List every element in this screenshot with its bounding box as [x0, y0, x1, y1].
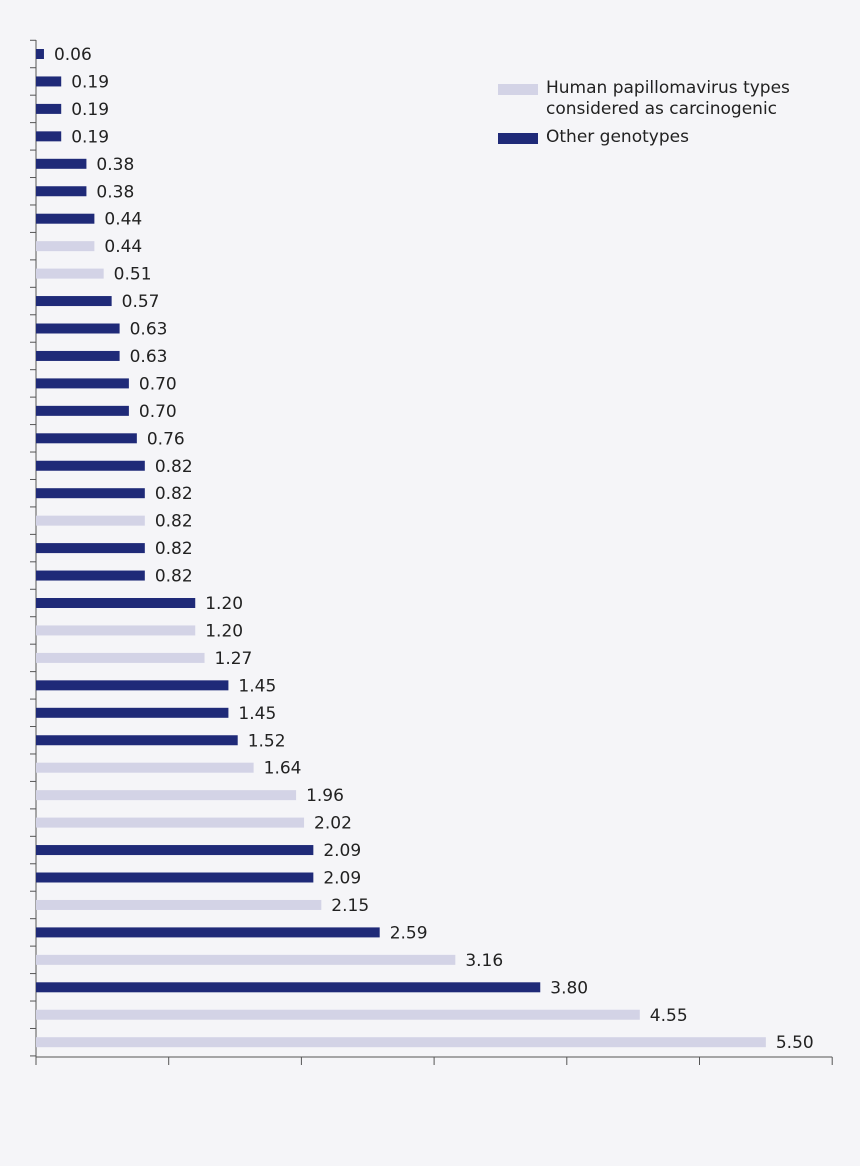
- bar-other: [36, 845, 314, 856]
- bar-value-label: 0.70: [139, 374, 177, 394]
- bar-value-label: 0.38: [96, 182, 134, 202]
- bar-value-label: 1.27: [215, 649, 253, 669]
- bar-other: [36, 927, 380, 938]
- bar-value-label: 2.09: [323, 869, 361, 889]
- legend-item-carcinogenic: Human papillomavirus types considered as…: [498, 78, 838, 120]
- bar-carcinogenic: [36, 817, 305, 828]
- bar-other: [36, 680, 229, 691]
- bar-carcinogenic: [36, 1037, 766, 1048]
- bar-value-label: 0.76: [147, 429, 185, 449]
- bar-other: [36, 350, 120, 361]
- bar-value-label: 1.45: [238, 676, 276, 696]
- bar-other: [36, 76, 62, 87]
- bar-value-label: 5.50: [776, 1033, 814, 1053]
- bar-value-label: 0.82: [155, 512, 193, 532]
- bar-other: [36, 707, 229, 718]
- bar-value-label: 0.57: [122, 292, 160, 312]
- bar-value-label: 0.63: [130, 320, 168, 340]
- bar-other: [36, 570, 145, 581]
- bar-carcinogenic: [36, 652, 205, 663]
- bar-value-label: 0.51: [114, 265, 152, 285]
- bar-carcinogenic: [36, 954, 456, 965]
- bar-value-label: 0.82: [155, 567, 193, 587]
- bar-value-label: 0.19: [71, 72, 109, 92]
- bar-other: [36, 213, 95, 224]
- bar-value-label: 1.52: [248, 731, 286, 751]
- bar-carcinogenic: [36, 241, 95, 252]
- bar-other: [36, 488, 145, 499]
- bar-other: [36, 158, 87, 169]
- bar-value-label: 2.59: [390, 923, 428, 943]
- bar-value-label: 1.45: [238, 704, 276, 724]
- legend: Human papillomavirus types considered as…: [498, 78, 838, 155]
- bar-other: [36, 543, 145, 554]
- bar-value-label: 1.20: [205, 621, 243, 641]
- bar-value-label: 0.19: [71, 127, 109, 147]
- bar-value-label: 4.55: [650, 1006, 688, 1026]
- bar-value-label: 0.44: [104, 237, 142, 257]
- bar-carcinogenic: [36, 1009, 640, 1020]
- bar-value-label: 0.06: [54, 45, 92, 65]
- bar-value-label: 2.02: [314, 814, 352, 834]
- bar-value-label: 0.82: [155, 484, 193, 504]
- bar-value-label: 3.16: [465, 951, 503, 971]
- legend-item-other: Other genotypes: [498, 127, 838, 148]
- bar-other: [36, 323, 120, 334]
- bar-other: [36, 982, 541, 993]
- bar-value-label: 1.96: [306, 786, 344, 806]
- legend-swatch-carcinogenic: [498, 84, 538, 95]
- bar-other: [36, 49, 44, 59]
- bar-other: [36, 460, 145, 471]
- bar-other: [36, 103, 62, 114]
- bar-carcinogenic: [36, 762, 254, 773]
- bar-value-label: 1.20: [205, 594, 243, 614]
- bar-value-label: 2.15: [331, 896, 369, 916]
- bar-value-label: 1.64: [264, 759, 302, 779]
- bar-value-label: 0.82: [155, 539, 193, 559]
- bar-other: [36, 186, 87, 197]
- bar-value-label: 0.82: [155, 457, 193, 477]
- legend-swatch-other: [498, 133, 538, 144]
- bar-other: [36, 433, 137, 444]
- bar-value-label: 0.19: [71, 100, 109, 120]
- bar-other: [36, 598, 196, 608]
- bar-other: [36, 378, 129, 389]
- bar-carcinogenic: [36, 515, 145, 526]
- bar-carcinogenic: [36, 790, 297, 801]
- bar-other: [36, 405, 129, 416]
- bar-value-label: 0.38: [96, 155, 134, 175]
- bar-carcinogenic: [36, 268, 104, 279]
- bar-other: [36, 872, 314, 883]
- bar-value-label: 0.44: [104, 210, 142, 230]
- bar-other: [36, 296, 112, 307]
- bar-value-label: 0.63: [130, 347, 168, 367]
- bar-other: [36, 735, 238, 746]
- bar-carcinogenic: [36, 899, 322, 910]
- legend-label-carcinogenic: Human papillomavirus types considered as…: [546, 78, 790, 119]
- bar-other: [36, 131, 62, 142]
- bar-carcinogenic: [36, 625, 196, 636]
- legend-label-other: Other genotypes: [546, 127, 689, 147]
- bar-value-label: 3.80: [550, 978, 588, 998]
- bar-value-label: 0.70: [139, 402, 177, 422]
- bar-value-label: 2.09: [323, 841, 361, 861]
